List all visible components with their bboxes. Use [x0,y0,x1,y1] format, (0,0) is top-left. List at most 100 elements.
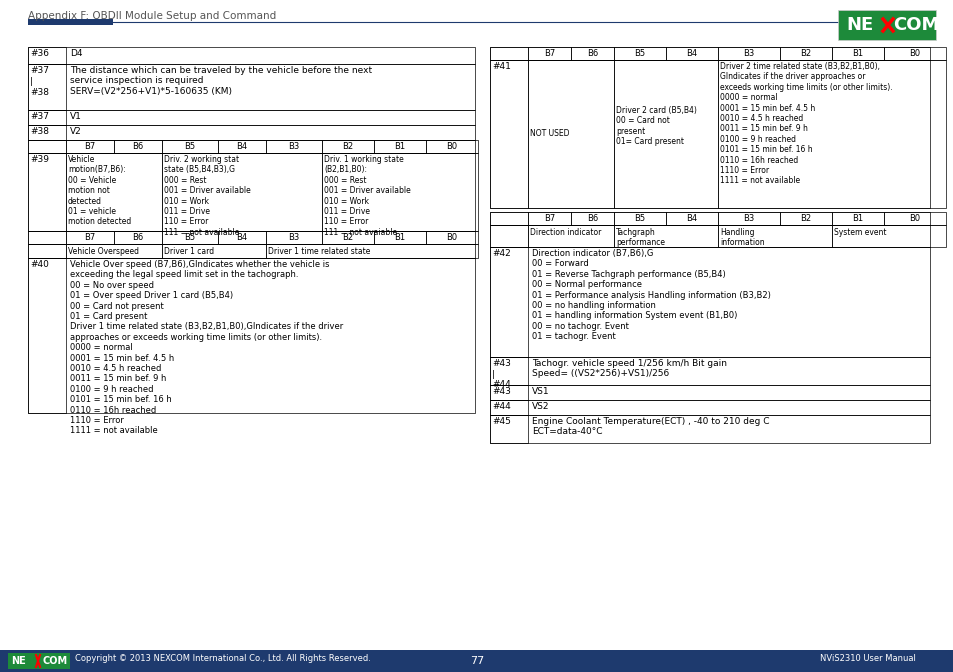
Text: B5: B5 [184,233,195,242]
Bar [28,47,66,64]
Bar [66,153,162,231]
Bar [490,47,527,60]
Text: B7: B7 [84,142,95,151]
Text: #37: #37 [30,112,49,121]
Text: B2: B2 [342,233,354,242]
Bar [426,231,477,244]
Bar [490,212,929,225]
Bar [780,212,831,225]
Bar [426,140,477,153]
Bar [490,385,527,400]
Bar [266,244,477,258]
Text: |: | [492,370,495,379]
Bar [490,400,527,415]
Text: B6: B6 [132,142,144,151]
Text: Driver 1 time related state: Driver 1 time related state [268,247,370,256]
Bar [614,47,665,60]
Bar [28,125,475,140]
Text: |: | [30,77,33,86]
Text: B5: B5 [184,142,195,151]
Bar [266,231,322,244]
Text: B3: B3 [742,214,754,223]
Bar [374,231,426,244]
Bar [322,231,374,244]
Bar [490,60,527,208]
Text: Direction indicator (B7,B6),G
00 = Forward
01 = Reverse Tachgraph performance (B: Direction indicator (B7,B6),G 00 = Forwa… [532,249,770,341]
Bar [883,47,945,60]
Bar [527,47,571,60]
Bar [614,212,665,225]
Text: B7: B7 [543,49,555,58]
Bar [490,212,527,225]
Text: B6: B6 [586,49,598,58]
Bar [527,60,614,208]
Text: Vehicle Over speed (B7,B6),GIndicates whether the vehicle is
exceeding the legal: Vehicle Over speed (B7,B6),GIndicates wh… [70,260,343,435]
Text: Appendix F: OBDII Module Setup and Command: Appendix F: OBDII Module Setup and Comma… [28,11,276,21]
Text: B0: B0 [908,214,920,223]
Text: V2: V2 [70,127,82,136]
Bar [490,357,929,385]
Bar [113,231,162,244]
Bar [718,225,831,247]
Bar [665,47,718,60]
Text: Copyright © 2013 NEXCOM International Co., Ltd. All Rights Reserved.: Copyright © 2013 NEXCOM International Co… [75,654,371,663]
Bar [28,153,66,231]
Text: B7: B7 [543,214,555,223]
Bar [162,153,322,231]
Bar [162,231,218,244]
Text: NE: NE [845,16,872,34]
Text: B0: B0 [446,233,457,242]
Bar [28,125,66,140]
Text: System event: System event [833,228,885,237]
Text: NOT USED: NOT USED [530,130,569,138]
Text: D4: D4 [70,49,82,58]
Bar [837,10,935,40]
Bar [718,60,945,208]
Text: B4: B4 [236,142,247,151]
Text: COM: COM [892,16,939,34]
Text: NViS2310 User Manual: NViS2310 User Manual [820,654,915,663]
Bar [162,140,218,153]
Bar [571,47,614,60]
Text: #40: #40 [30,260,49,269]
Text: #43: #43 [492,359,511,368]
Bar [0,650,953,672]
Text: B6: B6 [132,233,144,242]
Text: #43: #43 [492,387,511,396]
Text: COM: COM [42,656,67,666]
Bar [28,110,475,125]
Bar [28,258,475,413]
Text: V1: V1 [70,112,82,121]
Text: B2: B2 [342,142,354,151]
Bar [374,140,426,153]
Text: B3: B3 [288,233,299,242]
Bar [883,212,945,225]
Text: B1: B1 [394,233,405,242]
Text: #38: #38 [30,127,49,136]
Bar [831,47,883,60]
Bar [66,140,113,153]
Bar [266,140,322,153]
Text: Direction indicator: Direction indicator [530,228,600,237]
Bar [490,47,929,60]
Text: VS2: VS2 [532,402,549,411]
Text: NE: NE [11,656,26,666]
Bar [718,47,780,60]
Bar [28,110,66,125]
Bar [28,64,66,110]
Text: #42: #42 [492,249,510,258]
Bar [490,415,929,443]
Text: Driver 2 time related state (B3,B2,B1,B0),
GIndicates if the driver approaches o: Driver 2 time related state (B3,B2,B1,B0… [720,62,892,185]
Bar [490,385,929,400]
Text: #36: #36 [30,49,49,58]
Bar [322,140,374,153]
Text: Driver 1 card: Driver 1 card [164,247,213,256]
Text: Engine Coolant Temperature(ECT) , -40 to 210 deg C
ECT=data-40°C: Engine Coolant Temperature(ECT) , -40 to… [532,417,769,436]
Bar [162,244,266,258]
Bar [490,225,929,247]
Text: Driv. 1 working state
(B2,B1,B0):
000 = Rest
001 = Driver available
010 = Work
0: Driv. 1 working state (B2,B1,B0): 000 = … [324,155,411,237]
Bar [527,225,614,247]
Text: B4: B4 [686,49,697,58]
Bar [28,153,475,231]
Text: B1: B1 [852,49,862,58]
